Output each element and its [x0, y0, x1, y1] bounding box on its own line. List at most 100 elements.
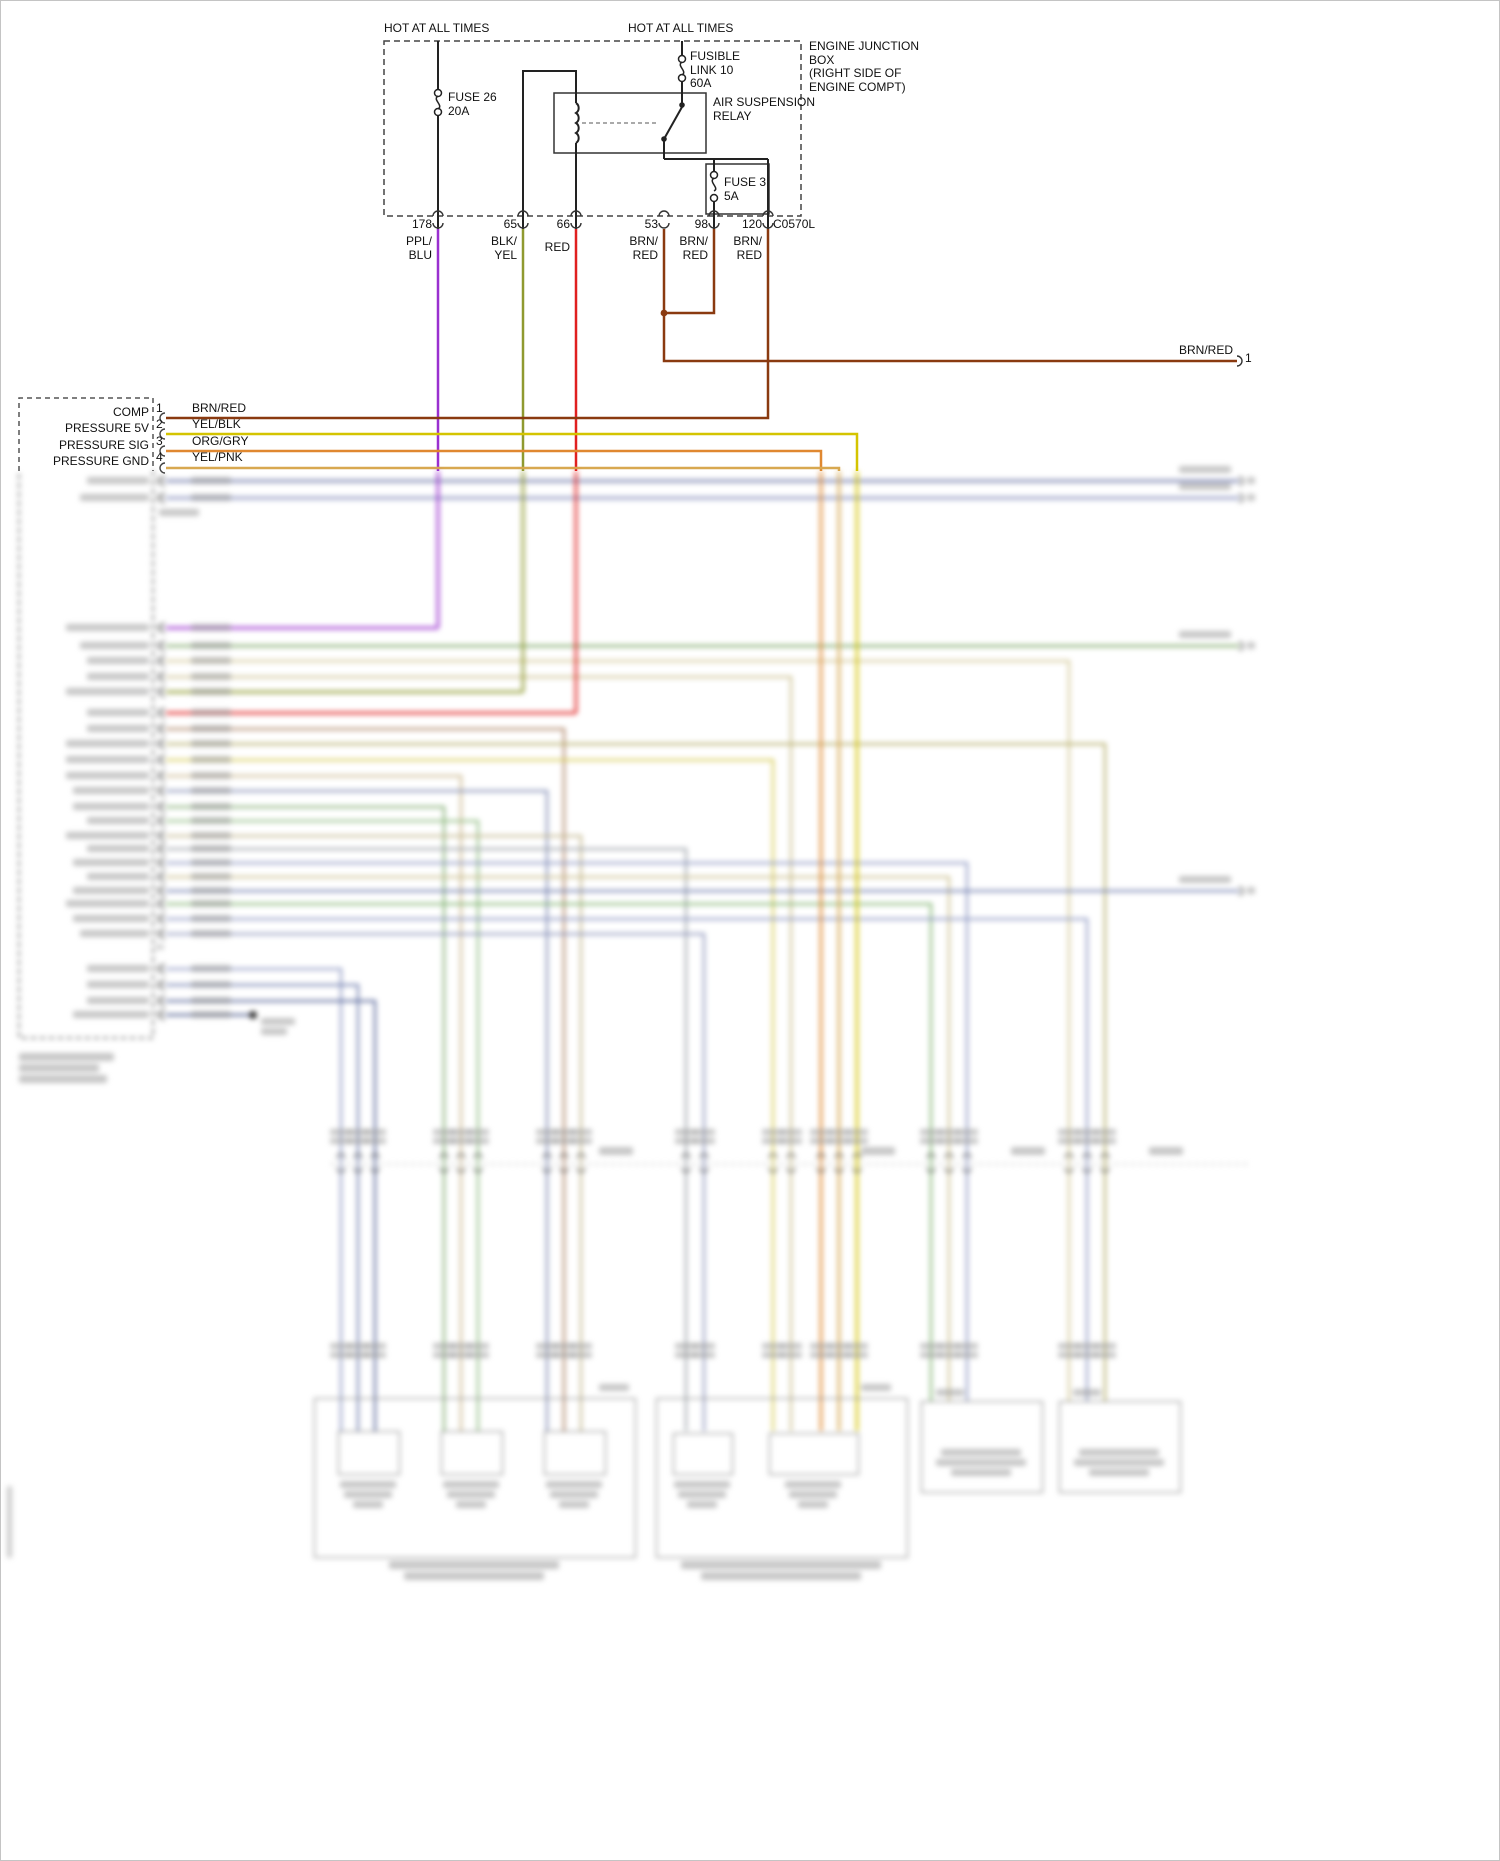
redacted-text	[191, 756, 231, 763]
engine-junction-box-label: ENGINE JUNCTION BOX (RIGHT SIDE OF ENGIN…	[809, 39, 920, 94]
redacted-text	[433, 1343, 455, 1349]
fuse26-label: FUSE 26 20A	[448, 90, 497, 118]
redacted-text	[443, 1481, 499, 1488]
wire-label-66: RED	[544, 240, 570, 254]
redacted-text	[87, 725, 149, 732]
connector-arc	[768, 1167, 778, 1173]
connector-arc	[852, 1167, 862, 1173]
connector-arc	[576, 1153, 586, 1159]
redacted-text	[353, 1501, 383, 1508]
redacted-text	[450, 1343, 472, 1349]
redacted-text	[156, 845, 164, 852]
redacted-text	[80, 930, 149, 937]
redacted-text	[156, 859, 164, 866]
redacted-text	[156, 642, 164, 649]
redacted-text	[1011, 1147, 1045, 1155]
redacted-text	[570, 1343, 592, 1349]
redacted-text	[693, 1129, 715, 1135]
redacted-text	[156, 873, 164, 880]
redacted-text	[156, 915, 164, 922]
redacted-text	[73, 787, 149, 794]
redacted-text	[191, 673, 231, 680]
module-wire-color-3: ORG/GRY	[192, 434, 249, 448]
module-row-pressure-sig: PRESSURE SIG	[58, 438, 149, 452]
solenoid-box-3	[544, 1431, 606, 1475]
wire-junction-dot	[660, 309, 668, 317]
redacted-text	[80, 642, 149, 649]
pin-98: 98	[694, 217, 708, 231]
wire-yel-blk	[166, 432, 859, 471]
redacted-text	[553, 1138, 575, 1144]
redacted-text	[156, 832, 164, 839]
redacted-text	[951, 1469, 1011, 1476]
connector-arc	[542, 1167, 552, 1173]
redacted-text	[191, 740, 231, 747]
connector-arc	[681, 1153, 691, 1159]
redacted-text	[156, 900, 164, 907]
redacted-text	[780, 1129, 802, 1135]
redacted-text	[87, 997, 149, 1004]
redacted-text	[191, 832, 231, 839]
redacted-text	[364, 1138, 386, 1144]
wire	[166, 1000, 376, 1431]
module-row-comp: COMP	[113, 405, 149, 419]
connector-arc	[926, 1153, 936, 1159]
connector-arc	[699, 1167, 709, 1173]
redacted-text	[66, 740, 149, 747]
connector-arc	[786, 1153, 796, 1159]
redacted-text	[553, 1352, 575, 1358]
redacted-text	[920, 1352, 942, 1358]
redacted-text	[467, 1129, 489, 1135]
redacted-text	[1247, 642, 1255, 649]
redacted-text	[536, 1129, 558, 1135]
connector-arc	[473, 1153, 483, 1159]
component-box-compressor	[656, 1398, 908, 1558]
redacted-text	[599, 1147, 633, 1155]
redacted-text	[846, 1343, 868, 1349]
module-row-pressure-5v: PRESSURE 5V	[64, 421, 149, 435]
redacted-text	[191, 997, 231, 1004]
connector-arc	[456, 1167, 466, 1173]
redacted-text	[159, 509, 199, 516]
redacted-text	[467, 1138, 489, 1144]
redacted-text	[191, 1011, 231, 1018]
redacted-text	[73, 887, 149, 894]
fuse3-element	[711, 177, 717, 192]
connector-arc	[834, 1153, 844, 1159]
redacted-text	[156, 657, 164, 664]
connector-arc	[1064, 1153, 1074, 1159]
wire-yel-pnk	[166, 466, 841, 471]
pin-53: 53	[644, 217, 658, 231]
redacted-text	[191, 624, 231, 631]
redacted-text	[674, 1481, 730, 1488]
redacted-text	[1179, 483, 1231, 490]
connector-arc	[1238, 886, 1244, 896]
fuse3-terminal	[709, 193, 719, 203]
redacted-text	[681, 1561, 881, 1569]
redacted-text	[191, 887, 231, 894]
component-box-rear-solenoids	[314, 1398, 636, 1558]
redacted-text	[1179, 876, 1231, 883]
wire-label-53: BRN/ RED	[629, 234, 658, 262]
redacted-text	[87, 817, 149, 824]
redacted-text	[347, 1343, 369, 1349]
redacted-text	[956, 1343, 978, 1349]
wire	[166, 728, 565, 1431]
fuse3-label: FUSE 3 5A	[724, 175, 767, 203]
connector-arc	[439, 1167, 449, 1173]
redacted-text	[191, 725, 231, 732]
redacted-text	[66, 688, 149, 695]
wire	[166, 876, 950, 1401]
redacted-text	[828, 1352, 850, 1358]
redacted-text	[191, 642, 231, 649]
redacted-text	[536, 1138, 558, 1144]
connector-arc	[699, 1153, 709, 1159]
wire	[166, 775, 462, 1431]
redacted-text	[156, 787, 164, 794]
redacted-text	[553, 1129, 575, 1135]
redacted-text	[1058, 1343, 1080, 1349]
connector-arc	[768, 1153, 778, 1159]
